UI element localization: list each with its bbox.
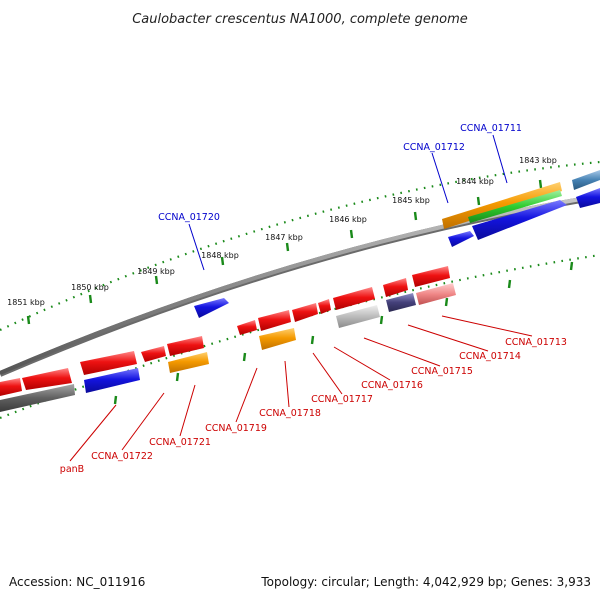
gene-arrow-01714 [412,266,450,287]
gene-arrow-01718 [258,310,291,331]
forward-gene-labels: CCNA_01711 CCNA_01712 CCNA_01720 [158,123,522,223]
gene-box-pink-1 [416,283,456,305]
gene-arrow-01711 [472,200,567,240]
gene-arrow-01719 [237,320,257,335]
tick-1844 [476,196,481,206]
gene-label-CCNA_01717: CCNA_01717 [311,394,373,405]
scale-label-1845: 1845 kbp [392,196,430,205]
reverse-strand-features [0,266,456,412]
gene-arrow-01717 [292,303,318,322]
gene-box-steel-1 [572,170,600,190]
scale-label-1850: 1850 kbp [71,283,109,292]
gene-arrow-01720 [194,298,229,318]
genome-summary-text: Topology: circular; Length: 4,042,929 bp… [260,575,591,589]
gene-label-CCNA_01721: CCNA_01721 [149,437,211,448]
tick-1843 [538,179,543,189]
genome-backbone-shine [0,194,600,375]
tick-1846 [349,229,354,239]
tick-1845 [413,211,418,221]
scale-label-1846: 1846 kbp [329,215,367,224]
forward-label-lines [188,134,508,271]
scale-label-1847: 1847 kbp [265,233,303,242]
scale-label-1848: 1848 kbp [201,251,239,260]
reverse-label-lines [69,315,533,462]
reverse-gene-labels: CCNA_01713 CCNA_01714 CCNA_01715 CCNA_01… [60,337,567,475]
gene-label-CCNA_01722: CCNA_01722 [91,451,153,462]
gene-arrow-01716b [333,287,375,310]
tick-1847 [285,242,290,252]
gene-label-CCNA_01712: CCNA_01712 [403,142,465,153]
gene-arrow-01721a [141,346,166,362]
gene-arrow-panB [0,378,22,396]
tick-1851 [26,315,31,325]
gene-box-purple-1 [386,293,416,312]
gene-arrow-01716a [318,299,331,314]
gene-label-CCNA_01715: CCNA_01715 [411,366,473,377]
tick-1849 [154,275,159,285]
gene-label-CCNA_01713: CCNA_01713 [505,337,567,348]
scale-label-1844: 1844 kbp [456,177,494,186]
outer-scale-track [0,160,600,331]
gene-box-orange-3 [259,328,296,350]
gene-box-green-1 [468,190,562,223]
gene-arrow-blue-edge [576,188,600,208]
gene-label-CCNA_01716: CCNA_01716 [361,380,423,391]
gene-label-CCNA_01718: CCNA_01718 [259,408,321,419]
tick-1850 [88,294,93,304]
gene-box-orange-2 [168,352,209,373]
gene-box-blue-1 [84,368,140,393]
gene-label-panB: panB [60,464,84,475]
map-title: Caulobacter crescentus NA1000, complete … [132,12,468,27]
gene-arrow-01712 [448,231,474,247]
gene-arrow-01715 [383,278,408,297]
forward-strand-features [194,170,600,318]
gene-label-CCNA_01714: CCNA_01714 [459,351,521,362]
tick-1848 [220,256,225,266]
scale-label-1843: 1843 kbp [519,156,557,165]
gene-label-CCNA_01720: CCNA_01720 [158,212,220,223]
gene-label-CCNA_01719: CCNA_01719 [205,423,267,434]
gene-arrow-01721b [167,336,204,356]
gene-box-lightgray-1 [336,305,380,328]
scale-labels: 1843 kbp 1844 kbp 1845 kbp 1846 kbp 1847… [7,156,557,307]
gene-label-CCNA_01711: CCNA_01711 [460,123,522,134]
gene-arrow-01722b [80,351,137,375]
scale-label-1851: 1851 kbp [7,298,45,307]
gene-arrow-01722a [22,368,72,390]
outer-major-ticks [26,179,543,325]
accession-text: Accession: NC_011916 [9,575,145,589]
gene-box-gray-1 [0,384,75,412]
inner-major-ticks [113,261,574,405]
scale-label-1849: 1849 kbp [137,267,175,276]
